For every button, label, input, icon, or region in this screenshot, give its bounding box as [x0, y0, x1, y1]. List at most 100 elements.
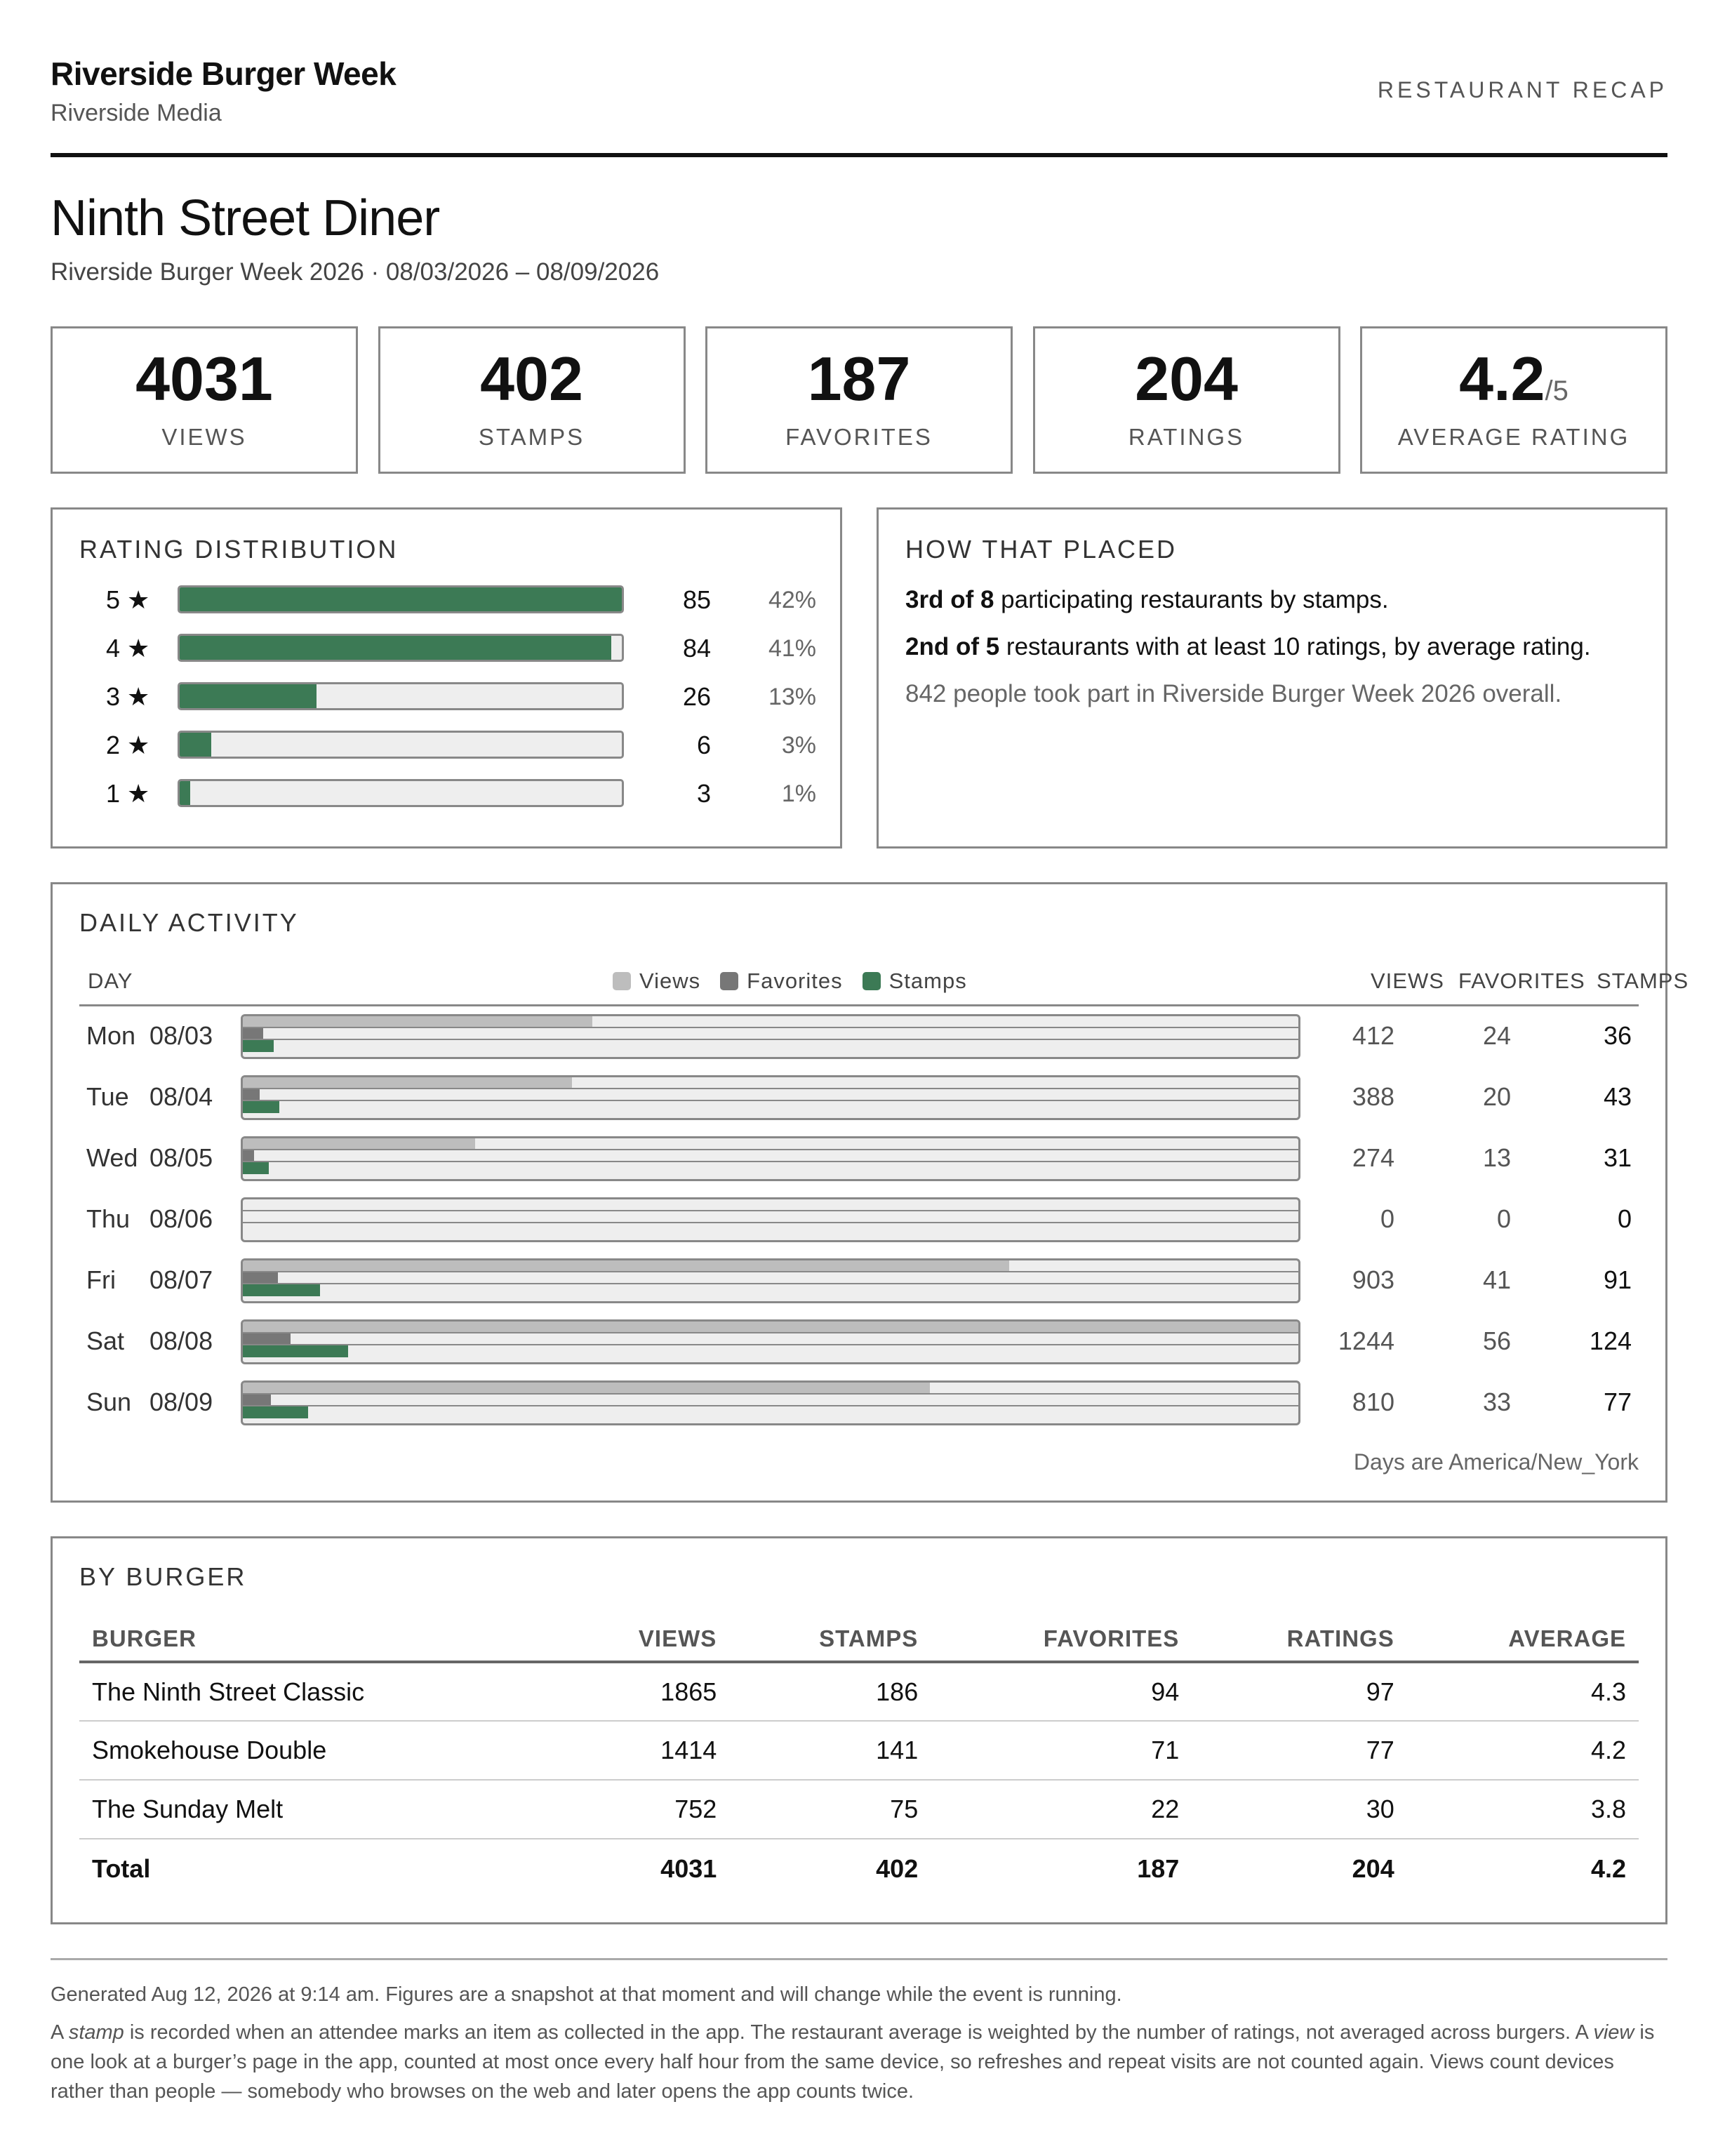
- rating-count: 26: [682, 682, 711, 711]
- day-name: Wed: [86, 1143, 138, 1172]
- bar-stamps: [243, 1040, 1298, 1052]
- views-value: 412: [1352, 1021, 1394, 1050]
- rating-bar-fill: [180, 781, 190, 805]
- rating-bar: [178, 779, 624, 807]
- table-row: The Sunday Melt 752 75 22 30 3.8: [79, 1780, 1639, 1839]
- stat-value: 402: [480, 344, 583, 413]
- views-value: 0: [1380, 1204, 1394, 1233]
- day-date: 08/07: [149, 1265, 213, 1294]
- bar-stamps: [243, 1101, 1298, 1113]
- daily-row: Wed 08/05 274 13 31: [79, 1136, 1639, 1181]
- table-cell: 71: [931, 1721, 1192, 1781]
- bar-favorites: [243, 1150, 1298, 1162]
- bar-views: [243, 1016, 1298, 1028]
- panel-title: RATING DISTRIBUTION: [79, 535, 399, 564]
- bar-favorites: [243, 1028, 1298, 1040]
- views-value: 1244: [1338, 1326, 1394, 1355]
- day-date: 08/03: [149, 1021, 213, 1050]
- generated-note: Generated Aug 12, 2026 at 9:14 am. Figur…: [51, 1983, 1122, 2006]
- bar-stamps-fill: [243, 1162, 269, 1174]
- bar-views-fill: [243, 1138, 476, 1149]
- daily-activity-panel: DAILY ACTIVITY DAY Views Favorites Stamp…: [51, 882, 1688, 1503]
- table-cell: 141: [729, 1721, 931, 1781]
- table-cell: The Sunday Melt: [79, 1780, 562, 1839]
- burger-table: BURGER VIEWS STAMPS FAVORITES RATINGS AVERAGE…: [79, 1617, 1639, 1898]
- stat-card-favorites: 187 FAVORITES: [705, 326, 1013, 474]
- day-name: Tue: [86, 1082, 129, 1111]
- bar-stamps-fill: [243, 1284, 321, 1296]
- bar-favorites: [243, 1395, 1298, 1406]
- stamps-value: 0: [1617, 1204, 1632, 1233]
- note-text: A: [51, 2021, 69, 2044]
- legend-label: Favorites: [747, 969, 843, 993]
- table-row: The Ninth Street Classic 1865 186 94 97 4.3: [79, 1662, 1639, 1722]
- table-cell: 402: [876, 1854, 919, 1883]
- bar-stamps-fill: [243, 1345, 348, 1357]
- rating-stars: 3 ★: [106, 682, 162, 712]
- bar-views: [243, 1322, 1298, 1333]
- bar-stamps-fill: [243, 1406, 309, 1418]
- rating-stars: 4 ★: [106, 634, 162, 663]
- panel-title: BY BURGER: [79, 1562, 247, 1591]
- report-kind: RESTAURANT RECAP: [1377, 77, 1667, 102]
- table-cell: 186: [729, 1662, 931, 1722]
- rating-bar-fill: [180, 733, 211, 757]
- rating-distribution-rows: 5 ★ 85 42% 4 ★ 84 41% 3 ★ 26 13% 2 ★ 6 3% 1 ★ 3 1%: [79, 581, 816, 823]
- daily-row: Sun 08/09 810 33 77: [79, 1380, 1639, 1425]
- rating-row: 2 ★ 6 3%: [79, 726, 816, 775]
- stat-value: 4.2: [1459, 344, 1545, 413]
- bar-favorites: [243, 1089, 1298, 1101]
- rating-count: 6: [696, 731, 711, 759]
- star-icon: ★: [120, 731, 150, 759]
- table-cell: The Ninth Street Classic: [79, 1662, 562, 1722]
- table-cell: Smokehouse Double: [79, 1721, 562, 1781]
- table-cell: 75: [729, 1780, 931, 1839]
- day-date: 08/09: [149, 1388, 213, 1416]
- views-value: 388: [1352, 1082, 1394, 1111]
- day-name: Mon: [86, 1021, 136, 1050]
- rating-count: 3: [696, 779, 711, 808]
- legend-label: Stamps: [888, 969, 967, 993]
- star-count: 2: [106, 731, 121, 759]
- rating-bar-fill: [180, 636, 611, 660]
- publisher-name: Riverside Media: [51, 100, 222, 126]
- rating-percent: 1%: [781, 780, 816, 807]
- star-count: 1: [106, 779, 121, 808]
- star-icon: ★: [120, 634, 150, 663]
- table-cell: 4.3: [1406, 1662, 1639, 1722]
- bar-views: [243, 1260, 1298, 1272]
- bar-views-fill: [243, 1077, 573, 1088]
- term-view: view: [1593, 2021, 1634, 2044]
- daily-bars: [241, 1075, 1300, 1120]
- chart-legend: Views Favorites Stamps: [613, 969, 967, 994]
- legend-swatch: [720, 972, 739, 990]
- rating-stars: 2 ★: [106, 731, 162, 760]
- placement-stamps: 3rd of 8 participating restaurants by st…: [905, 583, 1639, 617]
- stat-label: FAVORITES: [785, 424, 933, 450]
- column-header: RATINGS: [1192, 1617, 1407, 1663]
- rating-bar: [178, 731, 624, 759]
- column-header: VIEWS: [561, 1617, 730, 1663]
- bar-favorites: [243, 1211, 1298, 1223]
- star-count: 3: [106, 682, 121, 711]
- star-icon: ★: [120, 682, 150, 711]
- views-value: 274: [1352, 1143, 1394, 1172]
- legend-swatch: [862, 972, 881, 990]
- note-text: is one look at a burger’s page in the ap…: [51, 2021, 1655, 2103]
- views-value: 903: [1352, 1265, 1394, 1294]
- stamps-value: 36: [1603, 1021, 1632, 1050]
- by-burger-panel: BY BURGER BURGER VIEWS STAMPS FAVORITES RATI…: [51, 1536, 1667, 1924]
- report-footer: Generated Aug 12, 2026 at 9:14 am. Figur…: [51, 1958, 1667, 2106]
- table-cell: 1865: [561, 1662, 730, 1722]
- placement-rank: 3rd of 8: [905, 586, 994, 613]
- rating-stars: 5 ★: [106, 585, 162, 615]
- rating-distribution-panel: RATING DISTRIBUTION 5 ★ 85 42% 4 ★ 84 41% 3 ★ 2…: [51, 507, 842, 849]
- table-cell: 1414: [561, 1721, 730, 1781]
- table-cell: 94: [931, 1662, 1192, 1722]
- bar-stamps: [243, 1162, 1298, 1174]
- views-value: 810: [1352, 1388, 1394, 1416]
- col-stamps: STAMPS: [1597, 969, 1689, 993]
- rating-bar-fill: [180, 684, 317, 708]
- rating-bar: [178, 634, 624, 662]
